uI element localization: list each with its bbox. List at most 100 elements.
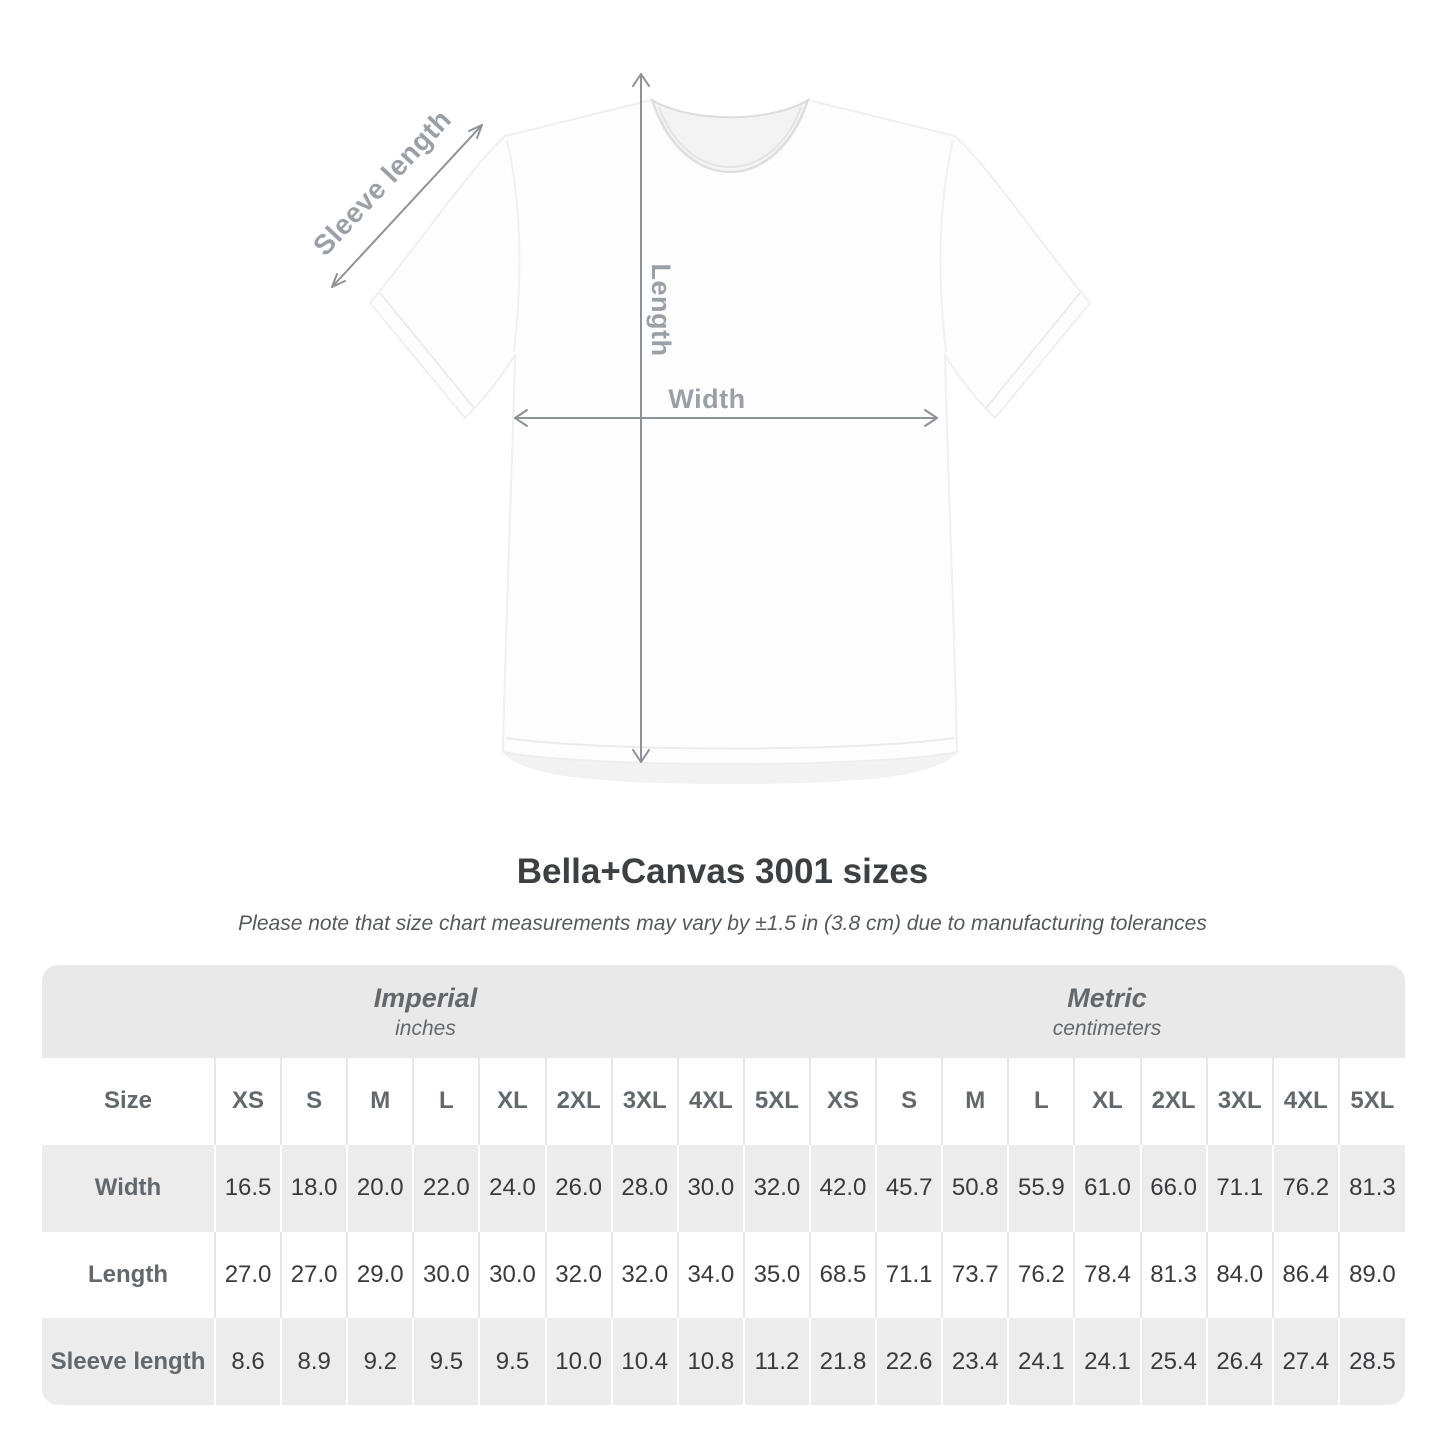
measurement-value-metric: 76.2 [1007,1231,1075,1319]
measurement-row-label: Sleeve length [42,1318,215,1405]
left-cuff-stitch [379,292,475,409]
measurement-value-imperial: 9.5 [412,1318,480,1405]
measurement-value-metric: 71.1 [1205,1144,1273,1232]
size-header-imperial: 3XL [610,1058,678,1145]
size-column-label: Size [42,1058,215,1145]
measurement-value-metric: 81.3 [1337,1144,1405,1232]
measurement-value-imperial: 26.0 [544,1144,612,1232]
measurement-value-metric: 50.8 [941,1144,1009,1232]
measurement-value-imperial: 11.2 [742,1318,810,1405]
size-header-imperial: 5XL [742,1058,810,1145]
measurement-value-metric: 23.4 [941,1318,1009,1405]
tolerance-note: Please note that size chart measurements… [238,912,1207,935]
measurement-value-metric: 76.2 [1271,1144,1339,1232]
tshirt-illustration [369,97,1091,784]
measurement-row: Width 16.5 18.0 20.0 22.0 24.0 26.0 28.0 30.0 32.… [42,1144,1405,1232]
measurement-value-imperial: 24.0 [478,1144,546,1232]
size-table-grid: Size XS S M L XL 2XL 3XL 4XL 5XL XS S M L XL 2XL 3XL 4XL 5… [42,1058,1405,1405]
measurement-value-imperial: 9.5 [478,1318,546,1405]
metric-section-header: Metric centimeters [809,965,1405,1058]
left-sleeve-seam [506,139,521,353]
measurement-value-imperial: 10.0 [544,1318,612,1405]
measurement-value-metric: 61.0 [1073,1144,1141,1232]
measurement-value-imperial: 10.4 [610,1318,678,1405]
imperial-section-header: Imperial inches [42,965,809,1058]
measurement-value-imperial: 32.0 [610,1231,678,1319]
measurement-value-metric: 89.0 [1337,1231,1405,1319]
measurement-value-metric: 24.1 [1073,1318,1141,1405]
width-label: Width [668,384,745,414]
size-header-imperial: S [280,1058,348,1145]
measurement-value-imperial: 9.2 [346,1318,414,1405]
measurement-value-metric: 66.0 [1139,1144,1207,1232]
sleeve-arrowhead-top [468,124,483,139]
measurement-value-metric: 21.8 [808,1318,877,1405]
measurement-value-metric: 81.3 [1139,1231,1207,1319]
measurement-value-metric: 26.4 [1205,1318,1273,1405]
measurement-value-imperial: 32.0 [544,1231,612,1319]
size-header-metric: 4XL [1271,1058,1339,1145]
width-arrowhead-left [514,409,528,427]
length-label: Length [646,264,676,357]
sleeve-arrowhead-bottom [331,273,346,288]
page-title: Bella+Canvas 3001 sizes [516,852,929,891]
dimension-arrows [331,73,938,763]
imperial-section-title: Imperial [373,982,478,1013]
tshirt-measurement-diagram: Sleeve length Length Width [307,73,1091,784]
measurement-value-imperial: 30.0 [676,1144,744,1232]
measurement-value-metric: 45.7 [875,1144,943,1232]
right-sleeve-seam [939,139,954,353]
measurement-value-imperial: 32.0 [742,1144,810,1232]
size-header-metric: 5XL [1337,1058,1405,1145]
measurement-row: Sleeve length 8.6 8.9 9.2 9.5 9.5 10.0 10.4 10.8… [42,1318,1405,1405]
measurement-value-metric: 71.1 [875,1231,943,1319]
measurement-value-metric: 28.5 [1337,1318,1405,1405]
size-header-row: Size XS S M L XL 2XL 3XL 4XL 5XL XS S M L XL 2XL 3XL 4XL 5… [42,1058,1405,1145]
measurement-value-metric: 27.4 [1271,1318,1339,1405]
collar-seam [658,106,802,168]
measurement-value-imperial: 10.8 [676,1318,744,1405]
size-header-metric: XS [808,1058,877,1145]
sleeve-dimension-arrow [331,124,483,288]
length-arrowhead-bottom [632,749,650,763]
size-header-imperial: XL [478,1058,546,1145]
imperial-section-unit: inches [395,1016,456,1040]
measurement-value-imperial: 20.0 [346,1144,414,1232]
measurement-value-metric: 22.6 [875,1318,943,1405]
measurement-value-imperial: 35.0 [742,1231,810,1319]
size-table-body: Size XS S M L XL 2XL 3XL 4XL 5XL XS S M L XL 2XL 3XL 4XL 5… [42,1058,1405,1405]
unit-header-band: Imperial inches Metric centimeters [42,965,1405,1058]
size-header-metric: S [875,1058,943,1145]
size-header-metric: M [941,1058,1009,1145]
measurement-value-imperial: 22.0 [412,1144,480,1232]
measurement-value-metric: 84.0 [1205,1231,1273,1319]
measurement-value-metric: 86.4 [1271,1231,1339,1319]
measurement-value-imperial: 16.5 [213,1144,282,1232]
length-arrowhead-top [632,73,650,87]
size-header-metric: 3XL [1205,1058,1273,1145]
measurement-row-label: Width [42,1144,215,1232]
size-header-imperial: L [412,1058,480,1145]
size-table: Imperial inches Metric centimeters Size X… [42,965,1405,1405]
measurement-value-metric: 55.9 [1007,1144,1075,1232]
size-header-metric: XL [1073,1058,1141,1145]
measurement-value-imperial: 28.0 [610,1144,678,1232]
measurement-value-metric: 78.4 [1073,1231,1141,1319]
tshirt-body [369,99,1091,765]
size-header-metric: 2XL [1139,1058,1207,1145]
measurement-value-imperial: 34.0 [676,1231,744,1319]
size-header-imperial: M [346,1058,414,1145]
metric-section-title: Metric [1067,982,1147,1013]
measurement-value-imperial: 27.0 [213,1231,282,1319]
hem-shadow [503,752,957,784]
measurement-value-imperial: 27.0 [280,1231,348,1319]
measurement-value-metric: 73.7 [941,1231,1009,1319]
size-header-imperial: XS [213,1058,282,1145]
measurement-value-imperial: 29.0 [346,1231,414,1319]
width-arrowhead-right [924,409,938,427]
measurement-row: Length 27.0 27.0 29.0 30.0 30.0 32.0 32.0 34.0 35… [42,1231,1405,1319]
measurement-value-imperial: 30.0 [478,1231,546,1319]
measurement-value-metric: 68.5 [808,1231,877,1319]
measurement-value-imperial: 30.0 [412,1231,480,1319]
